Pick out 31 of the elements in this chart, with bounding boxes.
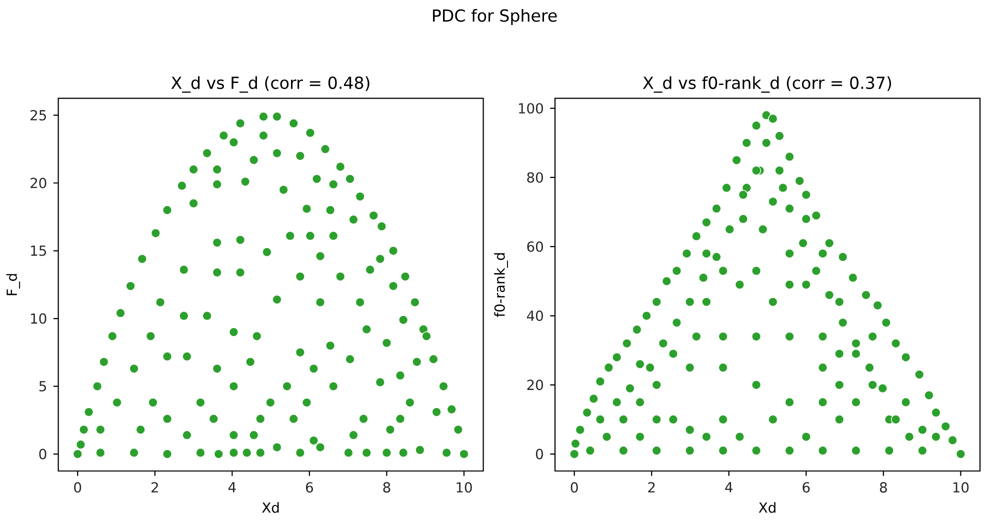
y-tick-label: 15 (31, 246, 46, 256)
y-tick-label: 0 (536, 448, 543, 460)
x-tick-label: 10 (953, 482, 969, 493)
x-axis-title: Xd (262, 502, 279, 513)
x-tick-label: 4 (228, 482, 236, 492)
y-tick-label: 20 (30, 178, 46, 188)
y-tick-label: 0 (39, 448, 46, 460)
y-tick-label: 100 (518, 103, 543, 114)
y-tick-label: 5 (39, 381, 46, 392)
x-tick-label: 0 (74, 482, 82, 493)
y-axis-title: F_d (6, 274, 20, 296)
y-tick-label: 40 (526, 310, 543, 321)
y-tick-label: 20 (527, 380, 543, 390)
x-tick-label: 8 (880, 482, 887, 493)
x-tick-label: 6 (802, 482, 810, 493)
y-tick-label: 80 (527, 172, 543, 183)
text: PDC for Sphere (433, 8, 557, 26)
x-tick-label: 10 (456, 482, 472, 493)
y-tick-label: 25 (30, 110, 46, 120)
x-axis-title: Xd (758, 502, 776, 513)
x-tick-label: 2 (152, 482, 158, 492)
x-tick-label: 4 (725, 482, 732, 492)
x-tick-label: 0 (570, 482, 578, 493)
y-tick-label: 60 (527, 241, 543, 252)
chart-title: X_d vs f0-rank_d (corr = 0.37) (643, 76, 892, 93)
x-tick-label: 2 (648, 482, 655, 492)
y-tick-label: 10 (31, 313, 46, 324)
chart-title: X_d vs F_d (corr = 0.48) (171, 76, 370, 93)
x-tick-label: 6 (306, 482, 313, 493)
y-axis-title: f0-rank_d (494, 253, 508, 317)
x-tick-label: 8 (383, 482, 390, 493)
